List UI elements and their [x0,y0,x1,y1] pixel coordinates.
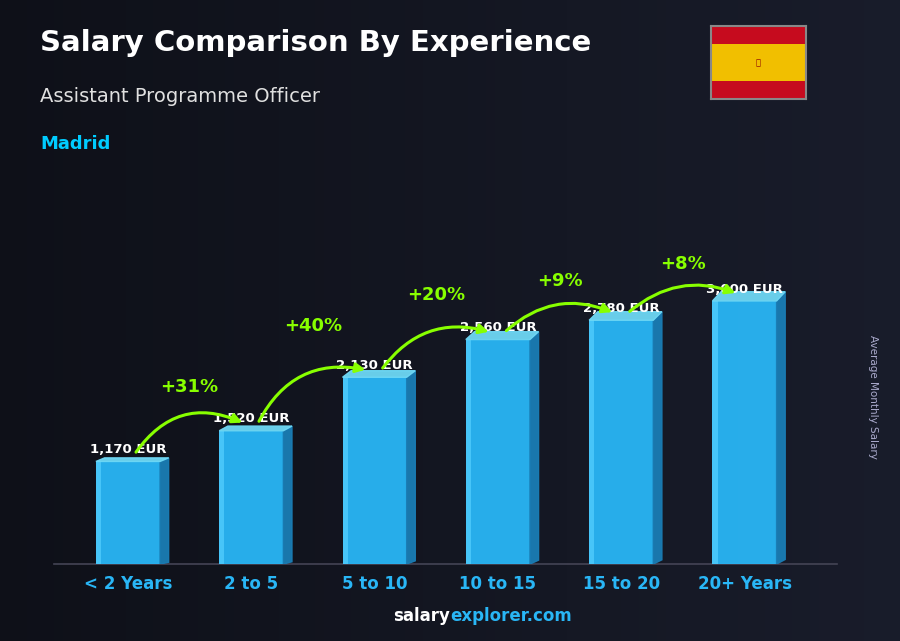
Text: 2,560 EUR: 2,560 EUR [460,321,536,334]
Bar [590,320,653,564]
Text: 1,170 EUR: 1,170 EUR [90,443,166,456]
Text: explorer.com: explorer.com [450,607,572,625]
Text: Madrid: Madrid [40,135,111,153]
Polygon shape [590,312,662,320]
Text: 3,000 EUR: 3,000 EUR [706,283,783,296]
Text: Average Monthly Salary: Average Monthly Salary [868,335,878,460]
Bar [713,301,777,564]
Text: Assistant Programme Officer: Assistant Programme Officer [40,87,320,106]
Bar [466,340,471,564]
Polygon shape [713,292,785,301]
Bar [96,462,101,564]
Text: salary: salary [393,607,450,625]
Bar [590,320,594,564]
Polygon shape [407,370,415,564]
Text: +8%: +8% [660,255,706,273]
Text: 🛡: 🛡 [756,58,760,67]
Polygon shape [160,458,168,564]
Bar [220,431,284,564]
Text: +20%: +20% [407,285,465,304]
Bar [343,378,347,564]
Text: +40%: +40% [284,317,342,335]
Polygon shape [466,331,538,340]
Polygon shape [777,292,785,564]
Bar [220,431,224,564]
Text: 2,130 EUR: 2,130 EUR [337,359,413,372]
Text: 2,780 EUR: 2,780 EUR [583,302,660,315]
Polygon shape [220,426,292,431]
Bar [343,378,407,564]
Bar [711,44,806,81]
Polygon shape [530,331,538,564]
Text: Salary Comparison By Experience: Salary Comparison By Experience [40,29,592,57]
Text: +31%: +31% [160,378,219,395]
Bar [96,462,160,564]
Bar [713,301,717,564]
Text: 1,520 EUR: 1,520 EUR [213,413,290,426]
Text: +9%: +9% [536,272,582,290]
Polygon shape [96,458,168,462]
Polygon shape [653,312,662,564]
Bar [466,340,530,564]
Polygon shape [284,426,292,564]
Polygon shape [343,370,415,378]
